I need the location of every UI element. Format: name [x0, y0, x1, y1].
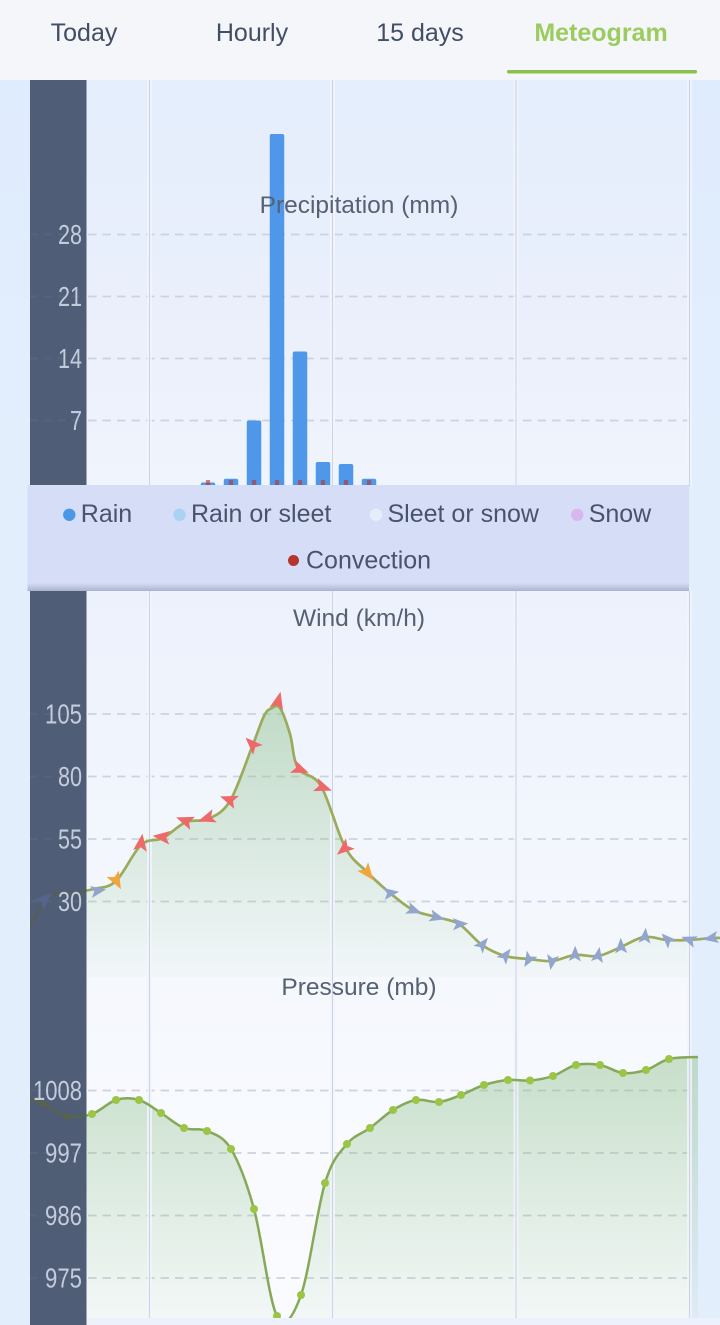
svg-text:Precipitation (mm): Precipitation (mm): [260, 192, 459, 219]
svg-text:21: 21: [58, 281, 82, 312]
svg-text:80: 80: [58, 761, 82, 792]
svg-text:997: 997: [45, 1138, 82, 1169]
svg-text:Wind (km/h): Wind (km/h): [293, 605, 425, 632]
svg-text:55: 55: [58, 824, 82, 855]
svg-text:Convection: Convection: [306, 547, 431, 575]
svg-text:7: 7: [70, 405, 82, 436]
svg-text:14: 14: [58, 343, 82, 374]
svg-text:15 days: 15 days: [376, 19, 464, 47]
svg-text:986: 986: [45, 1200, 82, 1231]
svg-text:Rain: Rain: [81, 500, 132, 528]
svg-text:Pressure (mb): Pressure (mb): [281, 974, 436, 1001]
svg-text:Rain or sleet: Rain or sleet: [191, 500, 331, 528]
svg-text:28: 28: [58, 219, 82, 250]
svg-text:Snow: Snow: [589, 500, 652, 528]
svg-text:1008: 1008: [33, 1075, 82, 1106]
svg-text:Meteogram: Meteogram: [534, 19, 667, 47]
svg-text:Hourly: Hourly: [216, 19, 289, 47]
svg-text:Today: Today: [51, 19, 118, 47]
svg-text:30: 30: [58, 886, 82, 917]
svg-text:105: 105: [45, 699, 82, 730]
svg-text:975: 975: [45, 1263, 82, 1294]
svg-text:Sleet or snow: Sleet or snow: [388, 500, 540, 528]
